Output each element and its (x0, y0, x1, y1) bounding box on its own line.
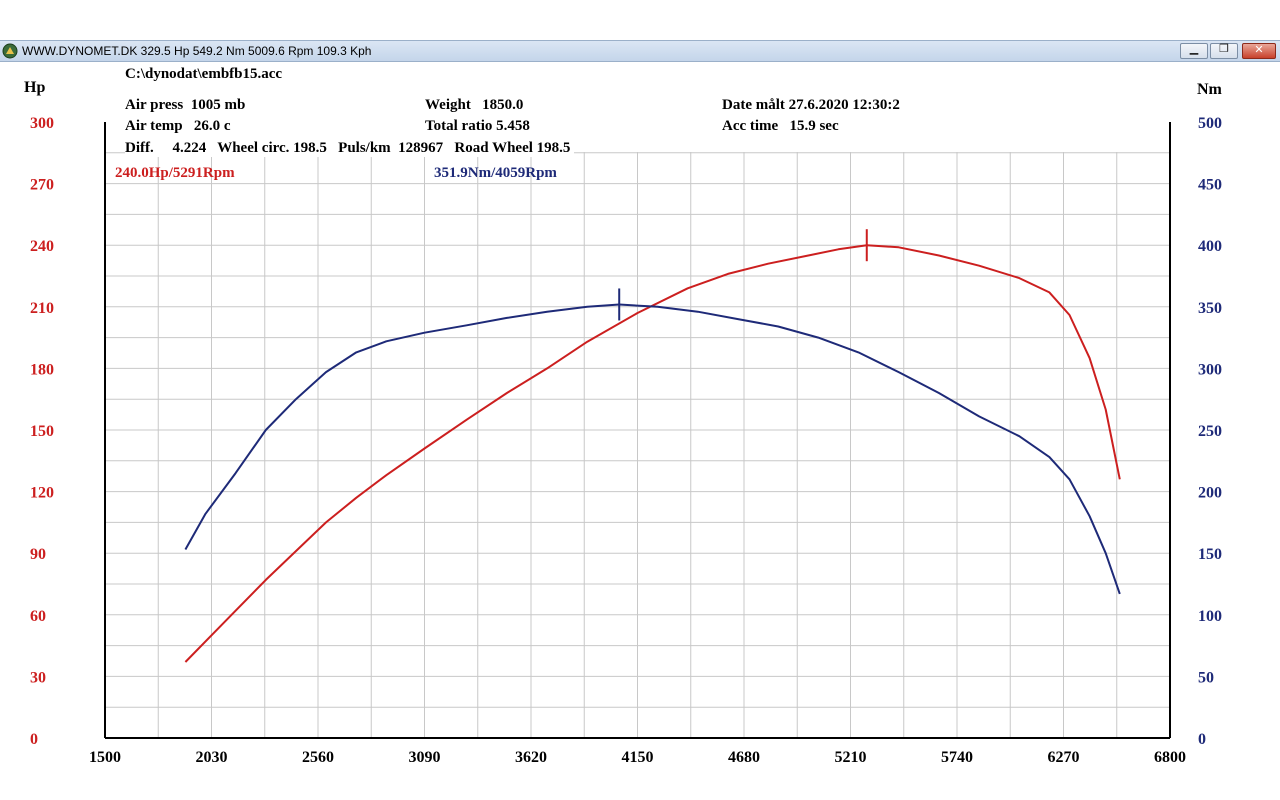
x-tick-label: 4150 (622, 749, 654, 766)
diff-line: Diff. 4.224 Wheel circ. 198.5 Puls/km 12… (125, 140, 575, 157)
x-tick-label: 5210 (835, 749, 867, 766)
x-tick-label: 6800 (1154, 749, 1186, 766)
y-left-tick-label: 150 (30, 423, 54, 440)
weight: Weight 1850.0 (425, 97, 524, 113)
x-tick-label: 4680 (728, 749, 760, 766)
y-axis-left-label: Hp (24, 79, 45, 96)
x-tick-label: 6270 (1048, 749, 1080, 766)
x-tick-label: 2030 (196, 749, 228, 766)
air-temp: Air temp 26.0 c (125, 118, 231, 134)
hp-peak-label: 240.0Hp/5291Rpm (115, 165, 235, 181)
y-left-tick-label: 300 (30, 115, 54, 132)
y-right-tick-label: 350 (1198, 300, 1222, 317)
x-tick-label: 3620 (515, 749, 547, 766)
window-title: WWW.DYNOMET.DK 329.5 Hp 549.2 Nm 5009.6 … (22, 44, 372, 58)
y-right-tick-label: 50 (1198, 669, 1214, 686)
y-left-tick-label: 60 (30, 608, 46, 625)
chart-grid (105, 152, 1170, 738)
y-left-tick-label: 240 (30, 238, 54, 255)
close-icon: ✕ (1254, 43, 1264, 56)
y-right-tick-label: 0 (1198, 731, 1206, 748)
y-right-tick-label: 450 (1198, 177, 1222, 194)
chart-axes (104, 122, 1171, 739)
y-right-tick-label: 500 (1198, 115, 1222, 132)
minimize-button[interactable]: ▁ (1180, 42, 1208, 59)
nm-peak-label: 351.9Nm/4059Rpm (434, 165, 557, 181)
acc-time: Acc time 15.9 sec (722, 118, 839, 134)
close-button[interactable]: ✕ (1242, 43, 1276, 59)
chart-series (184, 229, 1121, 663)
y-right-tick-label: 150 (1198, 546, 1222, 563)
app-icon (2, 43, 18, 59)
file-path: C:\dynodat\embfb15.acc (125, 66, 283, 82)
y-right-tick-label: 300 (1198, 361, 1222, 378)
date-measured: Date målt 27.6.2020 12:30:2 (722, 97, 900, 113)
y-left-tick-label: 0 (30, 731, 38, 748)
air-press: Air press 1005 mb (125, 97, 246, 113)
x-tick-label: 1500 (89, 749, 121, 766)
y-right-tick-label: 200 (1198, 485, 1222, 502)
minimize-icon: ▁ (1189, 42, 1199, 55)
y-left-tick-label: 210 (30, 300, 54, 317)
series-line-nm (184, 303, 1121, 595)
y-left-tick-label: 120 (30, 485, 54, 502)
window-titlebar: WWW.DYNOMET.DK 329.5 Hp 549.2 Nm 5009.6 … (0, 40, 1280, 62)
y-left-tick-label: 180 (30, 361, 54, 378)
x-tick-label: 3090 (409, 749, 441, 766)
total-ratio: Total ratio 5.458 (425, 118, 530, 134)
y-right-tick-label: 400 (1198, 238, 1222, 255)
x-tick-label: 2560 (302, 749, 334, 766)
x-tick-label: 5740 (941, 749, 973, 766)
chart-ticks: Hp Nm 0 30 60 90 120 150 180 210 240 270 300 0 50 100 15… (24, 79, 1223, 766)
series-line-hp (184, 244, 1121, 663)
y-axis-right-label: Nm (1197, 81, 1223, 98)
y-left-tick-label: 30 (30, 669, 46, 686)
y-left-tick-label: 270 (30, 177, 54, 194)
y-right-tick-label: 250 (1198, 423, 1222, 440)
maximize-icon: ❐ (1219, 42, 1229, 55)
y-right-tick-label: 100 (1198, 608, 1222, 625)
y-left-tick-label: 90 (30, 546, 46, 563)
maximize-button[interactable]: ❐ (1210, 42, 1238, 59)
